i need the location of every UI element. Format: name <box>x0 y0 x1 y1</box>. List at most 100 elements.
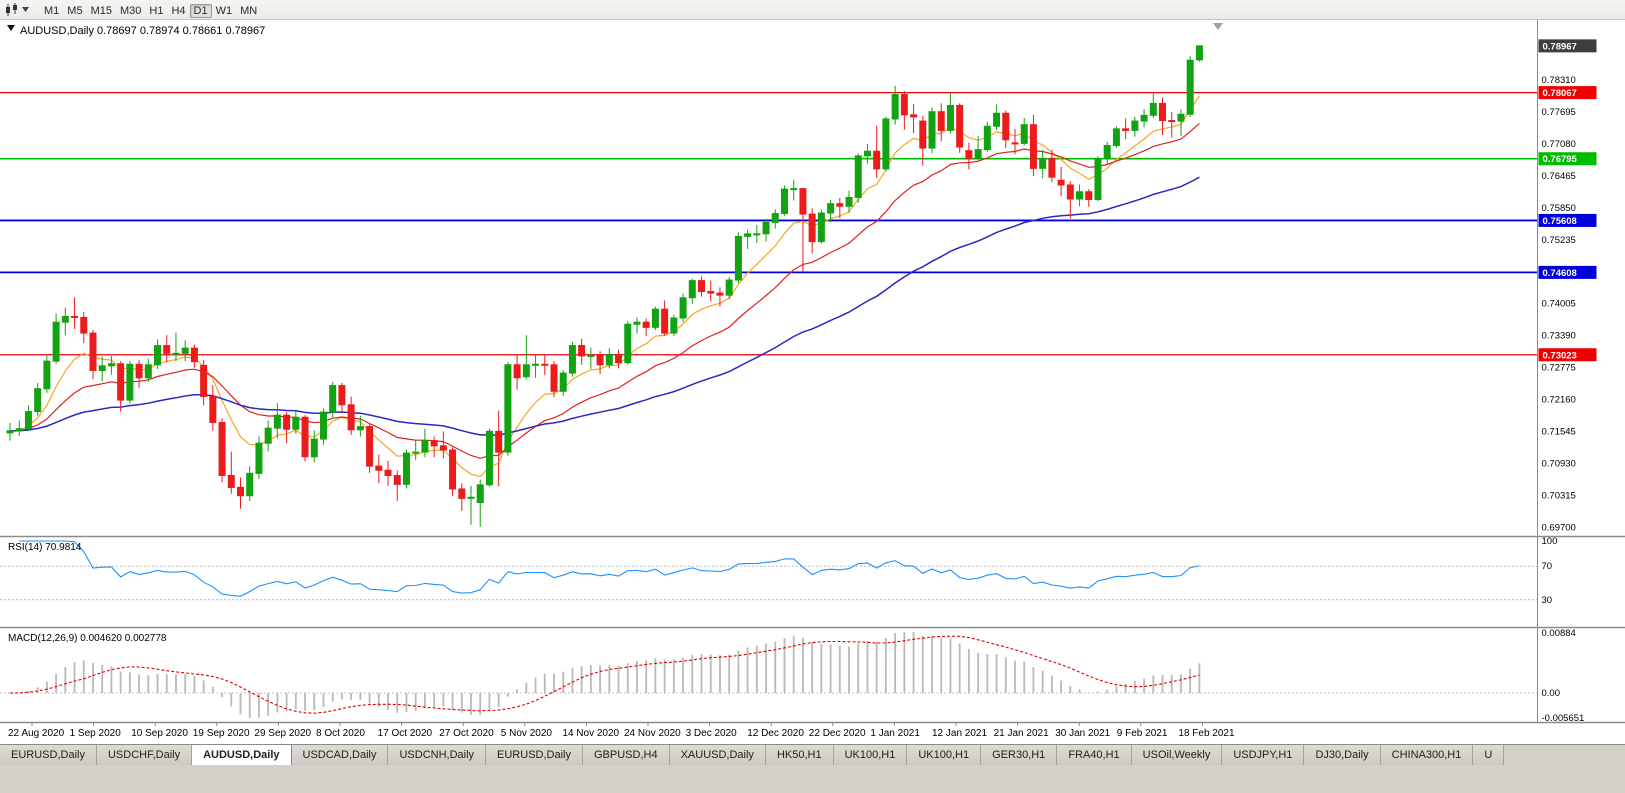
timeframe-button-D1[interactable]: D1 <box>189 3 212 18</box>
svg-text:0.75850: 0.75850 <box>1542 203 1576 214</box>
chart-tab-USDCNH-Daily[interactable]: USDCNH,Daily <box>388 745 487 765</box>
medium-ma-line <box>9 122 1200 459</box>
price-axis-label: 0.74608 <box>1538 265 1597 279</box>
candlestick-chart-icon <box>6 2 17 16</box>
svg-text:0.70930: 0.70930 <box>1542 459 1576 470</box>
chart-tab-EURUSD-Daily[interactable]: EURUSD,Daily <box>0 745 97 765</box>
svg-text:70: 70 <box>1542 561 1553 572</box>
chart-title: AUDUSD,Daily 0.78697 0.78974 0.78661 0.7… <box>20 25 265 37</box>
svg-text:18 Feb 2021: 18 Feb 2021 <box>1178 728 1235 739</box>
svg-text:10 Sep 2020: 10 Sep 2020 <box>131 728 188 739</box>
chart-tab-UK100-H1[interactable]: UK100,H1 <box>833 745 908 765</box>
macd-pane: 0.00884 0.00 -0.005651 <box>0 628 1584 724</box>
price-level-lines[interactable] <box>0 91 1537 356</box>
svg-text:30 Jan 2021: 30 Jan 2021 <box>1055 728 1110 739</box>
chart-tab-EURUSD-Daily[interactable]: EURUSD,Daily <box>486 745 583 765</box>
svg-text:30: 30 <box>1542 595 1553 606</box>
chart-type-dropdown[interactable] <box>4 2 29 17</box>
timeframe-button-H1[interactable]: H1 <box>149 4 164 17</box>
trading-chart[interactable]: 0.78310 0.77695 0.77080 0.76465 0.75850 0.752… <box>0 20 1625 744</box>
svg-text:12 Dec 2020: 12 Dec 2020 <box>747 728 804 739</box>
svg-text:0.76795: 0.76795 <box>1543 154 1578 165</box>
svg-text:0.75608: 0.75608 <box>1543 216 1577 227</box>
svg-text:0.73023: 0.73023 <box>1543 350 1577 361</box>
svg-text:0.69700: 0.69700 <box>1542 522 1576 533</box>
svg-text:0.70315: 0.70315 <box>1542 490 1576 501</box>
svg-text:0.74608: 0.74608 <box>1543 268 1577 279</box>
price-axis-label: 0.75608 <box>1538 213 1597 227</box>
chart-tab-XAUUSD-Daily[interactable]: XAUUSD,Daily <box>669 745 766 765</box>
chart-tab-HK50-H1[interactable]: HK50,H1 <box>765 745 834 765</box>
svg-text:1 Sep 2020: 1 Sep 2020 <box>70 728 122 739</box>
price-axis: 0.78310 0.77695 0.77080 0.76465 0.75850 0.752… <box>1538 39 1597 533</box>
svg-text:17 Oct 2020: 17 Oct 2020 <box>378 728 433 739</box>
svg-text:0.76465: 0.76465 <box>1542 171 1576 182</box>
svg-text:0.73390: 0.73390 <box>1542 331 1576 342</box>
chart-tab-GER30-H1[interactable]: GER30,H1 <box>981 745 1058 765</box>
chart-window[interactable]: 0.78310 0.77695 0.77080 0.76465 0.75850 0.752… <box>0 20 1625 744</box>
pane-separators <box>0 20 1625 724</box>
svg-text:24 Nov 2020: 24 Nov 2020 <box>624 728 681 739</box>
svg-text:0.72775: 0.72775 <box>1542 363 1576 374</box>
chart-tab-CHINA300-H1[interactable]: CHINA300,H1 <box>1380 745 1474 765</box>
price-axis-label: 0.76795 <box>1538 152 1597 166</box>
rsi-line <box>19 540 1200 597</box>
svg-text:0.77695: 0.77695 <box>1542 107 1576 118</box>
chart-shift-marker-icon <box>1213 23 1223 30</box>
price-axis-label: 0.78067 <box>1538 86 1597 100</box>
svg-text:0.78967: 0.78967 <box>1543 41 1577 52</box>
svg-text:5 Nov 2020: 5 Nov 2020 <box>501 728 553 739</box>
svg-text:0.74005: 0.74005 <box>1542 299 1576 310</box>
chart-tab-USDCAD-Daily[interactable]: USDCAD,Daily <box>291 745 389 765</box>
chart-tab-DJ30-Daily[interactable]: DJ30,Daily <box>1304 745 1381 765</box>
chart-tab-USDCHF-Daily[interactable]: USDCHF,Daily <box>96 745 193 765</box>
svg-text:27 Oct 2020: 27 Oct 2020 <box>439 728 494 739</box>
moving-averages <box>9 95 1200 478</box>
timeframe-button-W1[interactable]: W1 <box>215 4 233 17</box>
chart-tab-GBPUSD-H4[interactable]: GBPUSD,H4 <box>583 745 670 765</box>
svg-text:0.71545: 0.71545 <box>1542 427 1576 438</box>
chart-tab-bar: EURUSD,Daily USDCHF,Daily AUDUSD,Daily USDC… <box>0 744 1625 765</box>
timeframe-button-MN[interactable]: MN <box>240 4 258 17</box>
timeframe-button-M5[interactable]: M5 <box>67 4 83 17</box>
fast-ma-line <box>9 95 1200 478</box>
chart-tab-FRA40-H1[interactable]: FRA40,H1 <box>1057 745 1132 765</box>
chevron-down-icon <box>22 7 29 12</box>
timeframe-button-M30[interactable]: M30 <box>119 4 142 17</box>
svg-text:100: 100 <box>1542 536 1558 547</box>
svg-text:29 Sep 2020: 29 Sep 2020 <box>254 728 311 739</box>
chart-tab-U[interactable]: U <box>1473 745 1505 765</box>
svg-text:8 Oct 2020: 8 Oct 2020 <box>316 728 365 739</box>
status-bar <box>0 765 1625 793</box>
chart-tab-USDJPY-H1[interactable]: USDJPY,H1 <box>1222 745 1305 765</box>
svg-text:21 Jan 2021: 21 Jan 2021 <box>994 728 1049 739</box>
macd-label: MACD(12,26,9) 0.004620 0.002778 <box>8 633 167 644</box>
candles <box>6 45 1203 527</box>
macd-signal-line <box>9 635 1200 714</box>
svg-text:-0.005651: -0.005651 <box>1542 713 1585 724</box>
svg-text:22 Aug 2020: 22 Aug 2020 <box>8 728 65 739</box>
chart-collapse-icon[interactable] <box>7 25 15 31</box>
price-axis-label: 0.78967 <box>1538 39 1597 53</box>
svg-text:0.72160: 0.72160 <box>1542 395 1576 406</box>
timeframe-button-M1[interactable]: M1 <box>44 4 60 17</box>
slow-ma-line <box>9 176 1200 437</box>
svg-text:0.77080: 0.77080 <box>1542 139 1576 150</box>
toolbar: M1 M5 M15 M30 H1 H4 D1 W1 MN <box>0 0 1625 20</box>
svg-text:19 Sep 2020: 19 Sep 2020 <box>193 728 250 739</box>
svg-text:0.00: 0.00 <box>1542 688 1561 699</box>
svg-text:0.78310: 0.78310 <box>1542 75 1576 86</box>
svg-text:3 Dec 2020: 3 Dec 2020 <box>686 728 738 739</box>
svg-text:1 Jan 2021: 1 Jan 2021 <box>870 728 920 739</box>
rsi-pane: 100 70 30 <box>0 536 1557 606</box>
timeframe-button-H4[interactable]: H4 <box>171 4 186 17</box>
svg-text:0.78067: 0.78067 <box>1543 88 1577 99</box>
chart-tab-UK100-H1[interactable]: UK100,H1 <box>907 745 982 765</box>
date-axis: 22 Aug 2020 1 Sep 2020 10 Sep 2020 19 Sep 2… <box>8 722 1235 739</box>
svg-text:0.75235: 0.75235 <box>1542 235 1576 246</box>
chart-tab-AUDUSD-Daily[interactable]: AUDUSD,Daily <box>192 745 292 765</box>
price-axis-label: 0.73023 <box>1538 348 1597 362</box>
svg-text:22 Dec 2020: 22 Dec 2020 <box>809 728 866 739</box>
chart-tab-USOil-Weekly[interactable]: USOil,Weekly <box>1131 745 1223 765</box>
timeframe-button-M15[interactable]: M15 <box>90 4 112 17</box>
